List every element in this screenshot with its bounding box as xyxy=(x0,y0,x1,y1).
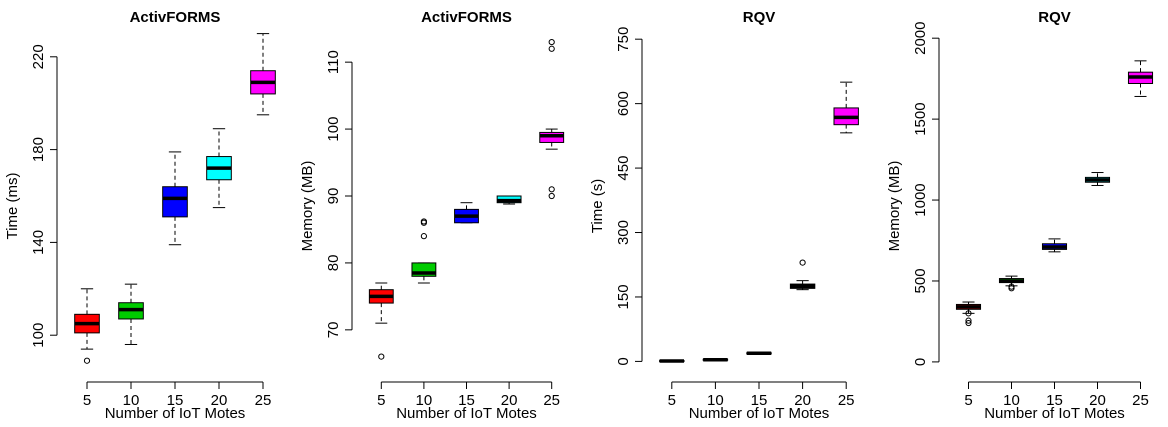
x-tick-label: 5 xyxy=(83,392,91,409)
box-5 xyxy=(659,359,685,363)
outlier-point xyxy=(965,310,972,317)
x-axis-label: Number of IoT Motes xyxy=(396,405,537,422)
y-tick-label: 110 xyxy=(325,50,342,74)
box-15 xyxy=(746,351,772,355)
chart-panel-3: RQV 0 150 300 450 600 750 Time (s) 5 10 15 20 25 Numb… xyxy=(589,9,859,422)
x-axis-label: Number of IoT Motes xyxy=(689,405,830,422)
box-10 xyxy=(998,275,1025,292)
x-tick-label: 10 xyxy=(1003,392,1020,409)
x-tick-label: 10 xyxy=(707,392,724,409)
chart-panel-4: RQV 0 500 1000 1500 2000 Memory (MB) 5 10 15 20 25 N… xyxy=(886,9,1154,422)
y-tick-label: 0 xyxy=(615,357,632,365)
outlier-point xyxy=(799,259,806,266)
outlier-point xyxy=(965,317,972,324)
x-tick-label: 10 xyxy=(416,392,433,409)
y-tick-label: 70 xyxy=(325,322,342,339)
outlier-point xyxy=(965,319,972,327)
box-25 xyxy=(539,38,565,200)
y-tick-label: 140 xyxy=(30,230,47,255)
y-tick-label: 150 xyxy=(615,284,632,309)
chart-title: RQV xyxy=(1038,9,1071,26)
x-tick-label: 25 xyxy=(838,392,855,409)
outlier-point xyxy=(1008,283,1015,290)
x-tick-label: 15 xyxy=(751,392,768,409)
y-tick-label: 2000 xyxy=(912,21,929,54)
y-tick-label: 100 xyxy=(30,323,47,348)
outlier-point xyxy=(378,353,385,360)
box-5 xyxy=(368,282,394,360)
y-axis-label: Time (ms) xyxy=(4,173,21,240)
y-tick-label: 600 xyxy=(615,91,632,116)
x-tick-label: 25 xyxy=(255,392,272,409)
box-10 xyxy=(411,218,437,284)
chart-panel-2: ActivFORMS 70 80 90 100 110 Memory (MB) 5 10 15 20… xyxy=(299,9,565,422)
x-tick-label: 5 xyxy=(668,392,676,409)
y-tick-label: 450 xyxy=(615,156,632,181)
box-20 xyxy=(206,128,232,209)
x-tick-label: 15 xyxy=(458,392,475,409)
y-tick-label: 80 xyxy=(325,255,342,272)
box-25 xyxy=(833,81,859,134)
outlier-point xyxy=(548,45,555,52)
outlier-point xyxy=(548,192,555,200)
box-20 xyxy=(789,259,816,291)
outlier-point xyxy=(83,357,91,364)
box-25 xyxy=(1127,60,1154,97)
box-15 xyxy=(1041,238,1068,253)
x-axis-label: Number of IoT Motes xyxy=(105,405,246,422)
x-tick-label: 20 xyxy=(211,392,228,409)
y-tick-label: 1500 xyxy=(912,102,929,135)
x-tick-label: 10 xyxy=(123,392,140,409)
y-tick-label: 300 xyxy=(615,220,632,245)
box-15 xyxy=(454,202,479,224)
x-tick-label: 5 xyxy=(964,392,972,409)
x-tick-label: 20 xyxy=(501,392,518,409)
chart-title: ActivFORMS xyxy=(421,9,512,26)
box-15 xyxy=(162,151,188,246)
box-10 xyxy=(702,357,729,362)
chart-title: ActivFORMS xyxy=(130,9,221,26)
chart-panel-1: ActivFORMS 100 140 180 220 Time (ms) 5 10 15 20 25… xyxy=(4,9,276,422)
x-tick-label: 25 xyxy=(1132,392,1149,409)
box-10 xyxy=(118,283,144,345)
x-tick-label: 25 xyxy=(543,392,560,409)
y-axis-label: Time (s) xyxy=(589,179,606,233)
box-5 xyxy=(74,288,100,364)
x-tick-label: 20 xyxy=(1089,392,1106,409)
outlier-point xyxy=(420,233,427,240)
x-tick-label: 20 xyxy=(794,392,811,409)
outlier-point xyxy=(548,38,555,46)
box-5 xyxy=(955,301,982,327)
y-axis-label: Memory (MB) xyxy=(886,161,903,252)
y-tick-label: 500 xyxy=(912,268,929,293)
chart-title: RQV xyxy=(743,9,776,26)
y-axis-label: Memory (MB) xyxy=(299,161,316,252)
y-tick-label: 1000 xyxy=(912,183,929,216)
outlier-point xyxy=(548,186,555,193)
y-tick-label: 220 xyxy=(30,44,47,69)
y-tick-label: 100 xyxy=(325,117,342,142)
box-20 xyxy=(496,195,522,205)
y-tick-label: 90 xyxy=(325,188,342,205)
x-tick-label: 5 xyxy=(377,392,385,409)
box-25 xyxy=(250,33,276,116)
x-tick-label: 15 xyxy=(167,392,184,409)
box-body xyxy=(162,186,188,218)
x-tick-label: 15 xyxy=(1046,392,1063,409)
box-20 xyxy=(1084,172,1111,186)
y-tick-label: 750 xyxy=(615,27,632,52)
y-tick-label: 180 xyxy=(30,137,47,162)
x-axis-label: Number of IoT Motes xyxy=(984,405,1125,422)
outlier-point xyxy=(420,218,427,225)
y-tick-label: 0 xyxy=(912,358,929,366)
